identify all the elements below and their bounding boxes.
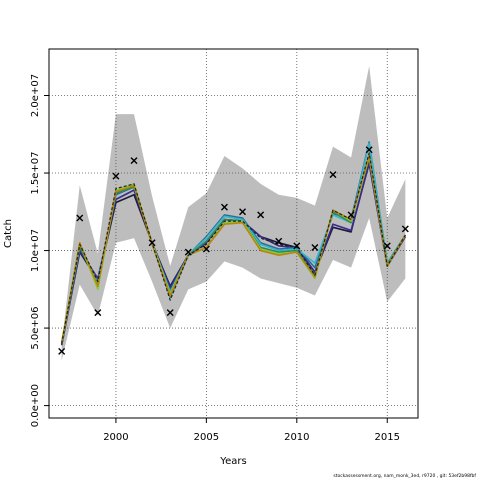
- x-axis: 2000 2005 2010 2015: [103, 418, 400, 443]
- confidence-band: [61, 66, 406, 361]
- confidence-band-layer: [61, 66, 406, 361]
- observed-point: [347, 211, 355, 219]
- observed-point: [184, 248, 192, 256]
- plot-frame: [48, 48, 419, 419]
- series-line: [60, 153, 407, 344]
- observed-points: [58, 146, 409, 355]
- observed-point: [148, 239, 156, 247]
- observed-point: [130, 157, 138, 165]
- y-tick-label: 2.0e+07: [30, 74, 41, 117]
- footer-credit: stockassessment.org, nam_monk_3ed, r9720…: [333, 474, 476, 479]
- observed-point: [76, 214, 84, 222]
- observed-point: [166, 309, 174, 317]
- x-axis-title: Years: [219, 456, 246, 467]
- x-tick-label: 2015: [375, 432, 400, 443]
- y-tick-label: 5.0e+06: [30, 306, 41, 349]
- series-line: [61, 152, 406, 344]
- series-lines: [60, 141, 407, 346]
- observed-point: [383, 242, 391, 250]
- series-line: [60, 155, 407, 344]
- y-axis-title: Catch: [3, 219, 14, 248]
- observed-point: [58, 347, 66, 355]
- y-tick-label: 0.0e+00: [30, 384, 41, 427]
- y-tick-label: 1.0e+07: [30, 229, 41, 272]
- observed-point: [275, 237, 283, 245]
- x-tick-label: 2005: [194, 432, 219, 443]
- observed-point: [257, 211, 265, 219]
- y-tick-label: 1.5e+07: [30, 151, 41, 194]
- observed-point: [220, 203, 228, 211]
- observed-point: [329, 171, 337, 179]
- observed-point: [365, 146, 373, 154]
- y-axis: 0.0e+00 5.0e+06 1.0e+07 1.5e+07 2.0e+07: [30, 74, 49, 427]
- series-line: [60, 156, 407, 343]
- observed-point: [239, 208, 247, 216]
- observed-point: [94, 309, 102, 317]
- x-tick-label: 2000: [103, 432, 128, 443]
- x-tick-label: 2010: [284, 432, 309, 443]
- observed-point: [311, 243, 319, 251]
- observed-point: [112, 172, 120, 180]
- observed-point: [202, 245, 210, 253]
- observed-point: [293, 242, 301, 250]
- observed-point: [401, 225, 409, 233]
